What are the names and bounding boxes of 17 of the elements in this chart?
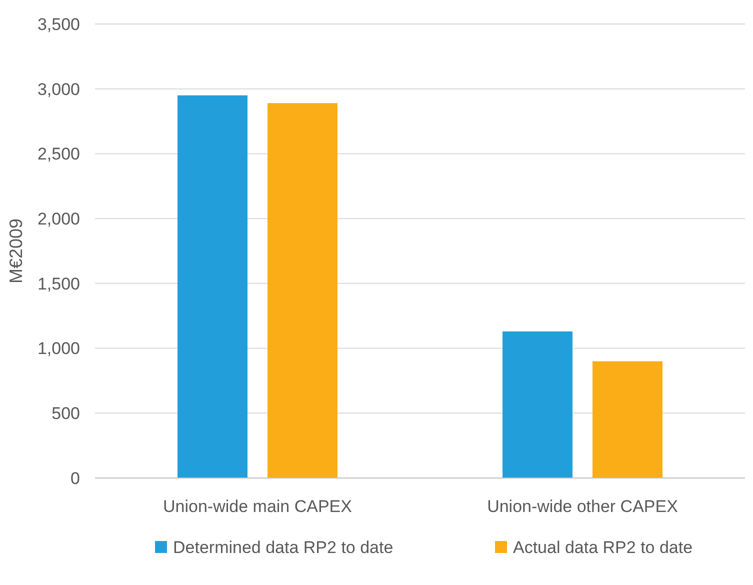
y-tick-label: 2,500 (37, 144, 80, 164)
legend-label: Actual data RP2 to date (513, 538, 693, 557)
bar (502, 331, 572, 478)
bar (592, 361, 662, 478)
y-tick-label: 2,000 (37, 210, 80, 229)
y-tick-label: 0 (70, 468, 80, 488)
y-tick-label: 500 (52, 404, 80, 424)
y-tick-label: 3,500 (37, 14, 80, 34)
y-axis-title: M€2009 (6, 218, 26, 284)
y-tick-label: 1,500 (37, 274, 80, 294)
x-tick-label: Union-wide main CAPEX (163, 497, 352, 516)
y-tick-label: 3,000 (37, 80, 80, 99)
bar (178, 95, 248, 478)
legend-label: Determined data RP2 to date (173, 538, 394, 557)
bar (268, 103, 338, 478)
x-tick-label: Union-wide other CAPEX (487, 497, 678, 516)
y-tick-label: 1,000 (37, 339, 80, 358)
